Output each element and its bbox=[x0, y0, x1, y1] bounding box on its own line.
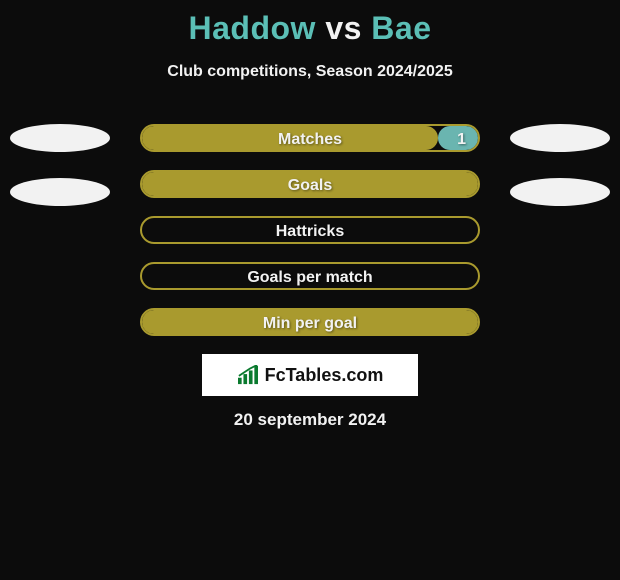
brand-badge: FcTables.com bbox=[202, 354, 418, 396]
title-vs: vs bbox=[325, 10, 362, 46]
stat-bar: Goals per match bbox=[140, 262, 480, 290]
title-player-b: Bae bbox=[371, 10, 431, 46]
brand-text: FcTables.com bbox=[265, 365, 384, 386]
side-ellipse-right bbox=[510, 178, 610, 206]
stat-bar: Goals bbox=[140, 170, 480, 198]
stat-bar-label: Goals per match bbox=[142, 264, 478, 290]
stat-bar: Matches1 bbox=[140, 124, 480, 152]
side-ellipse-left bbox=[10, 178, 110, 206]
side-ellipse-right bbox=[510, 124, 610, 152]
title-player-a: Haddow bbox=[188, 10, 315, 46]
subtitle: Club competitions, Season 2024/2025 bbox=[0, 63, 620, 81]
stat-bar-fill-left bbox=[142, 126, 438, 150]
stage: Haddow vs Bae Club competitions, Season … bbox=[0, 0, 620, 580]
stat-bar-fill-left bbox=[142, 310, 478, 334]
brand-icon bbox=[237, 365, 259, 385]
page-title: Haddow vs Bae bbox=[0, 10, 620, 47]
stat-bar-fill-right bbox=[438, 126, 478, 150]
stat-bar-label: Hattricks bbox=[142, 218, 478, 244]
stat-bar-fill-left bbox=[142, 172, 478, 196]
side-ellipse-left bbox=[10, 124, 110, 152]
date-text: 20 september 2024 bbox=[0, 410, 620, 430]
stat-bar: Hattricks bbox=[140, 216, 480, 244]
stat-bar: Min per goal bbox=[140, 308, 480, 336]
